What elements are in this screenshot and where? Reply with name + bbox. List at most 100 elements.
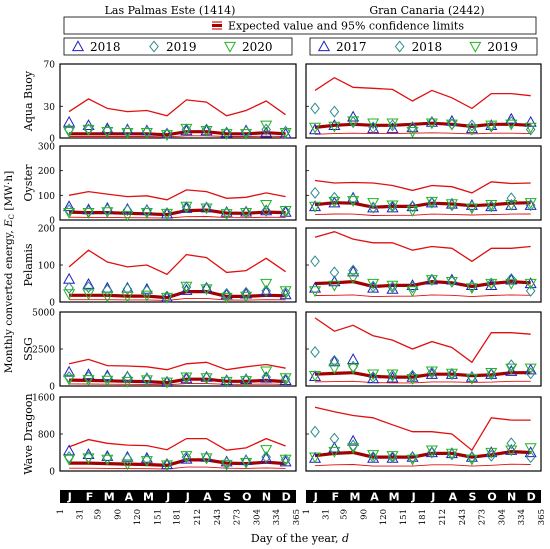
- lower-limit-line: [314, 380, 531, 384]
- data-point-2017: [347, 353, 360, 365]
- x-axis-label-prefix: Day of the year,: [251, 532, 342, 545]
- data-point-2018: [467, 371, 477, 384]
- data-point-2020: [240, 376, 253, 388]
- data-point-2019: [505, 363, 518, 375]
- data-point-2019: [261, 123, 271, 136]
- data-point-2019: [83, 205, 94, 218]
- panel-0-0: [59, 63, 297, 142]
- month-label: J: [313, 491, 318, 504]
- expected-value-line: [69, 377, 286, 385]
- data-point-2018: [427, 116, 437, 129]
- data-point-2018: [348, 193, 358, 206]
- data-point-2019: [102, 124, 113, 137]
- lower-limit-line: [69, 383, 286, 386]
- data-point-2020: [279, 454, 292, 466]
- data-point-2019: [221, 287, 232, 300]
- data-point-2017: [505, 443, 518, 455]
- data-point-2017: [406, 121, 419, 133]
- data-point-2020: [200, 373, 213, 385]
- data-point-2020: [279, 373, 292, 385]
- data-point-2018: [368, 121, 378, 134]
- y-axis-label-prefix: Monthly converted energy,: [3, 227, 15, 373]
- panel-frame: [59, 311, 297, 387]
- data-point-2020: [63, 454, 76, 466]
- data-point-2019: [367, 198, 380, 209]
- month-label: A: [203, 491, 212, 504]
- data-point-2020: [180, 123, 193, 135]
- data-point-2017: [406, 450, 419, 462]
- data-point-2018: [121, 370, 134, 382]
- data-point-2017: [406, 200, 419, 212]
- data-point-2019: [328, 446, 341, 458]
- data-point-2020: [260, 445, 273, 456]
- upper-limit-line: [68, 189, 286, 201]
- data-point-2019: [406, 454, 419, 466]
- lower-limit-line: [314, 132, 531, 135]
- month-label: D: [527, 491, 536, 504]
- data-point-2017: [524, 277, 537, 289]
- data-point-2020: [63, 289, 76, 301]
- data-point-2020: [240, 291, 253, 303]
- data-point-2018: [329, 191, 340, 204]
- month-label: A: [370, 491, 379, 504]
- y-tick-label: 0: [49, 217, 55, 227]
- data-point-2018: [368, 201, 378, 214]
- data-point-2019: [162, 127, 172, 140]
- data-point-2019: [406, 373, 419, 385]
- month-label: J: [185, 491, 190, 504]
- data-point-2017: [505, 364, 518, 376]
- data-point-2019: [83, 281, 94, 294]
- data-point-2019: [308, 370, 322, 382]
- data-point-2019: [122, 452, 133, 465]
- year-legend-label-2020: 2020: [242, 40, 273, 54]
- data-point-2017: [308, 123, 322, 135]
- data-point-2017: [425, 115, 438, 127]
- upper-limit-line: [68, 98, 286, 117]
- data-point-2019: [142, 372, 152, 385]
- month-strip: [306, 490, 541, 503]
- data-point-2019: [280, 125, 291, 138]
- expected-value-line: [314, 121, 531, 129]
- panel-frame: [305, 396, 542, 472]
- x-tick-label: 212: [438, 509, 448, 525]
- x-tick-label: 273: [232, 509, 242, 525]
- expected-value-line: [314, 279, 531, 289]
- data-point-2018: [407, 281, 418, 294]
- x-tick-label: 151: [153, 509, 163, 525]
- data-point-2019: [465, 283, 478, 295]
- month-label: N: [507, 491, 516, 504]
- data-point-2018: [200, 201, 213, 213]
- month-label: O: [487, 491, 496, 504]
- data-point-2019: [102, 371, 113, 384]
- data-point-2019: [465, 124, 478, 136]
- data-point-2018: [220, 374, 233, 386]
- data-point-2017: [524, 115, 537, 127]
- data-point-2020: [82, 453, 95, 465]
- year-legend-marker-2018: [71, 40, 85, 52]
- panel-0-4: [59, 396, 297, 472]
- data-point-2019: [367, 118, 380, 130]
- data-point-2018: [525, 367, 536, 380]
- y-axis-label-subscript: C: [8, 214, 16, 219]
- data-point-2020: [260, 366, 273, 378]
- data-point-2018: [329, 354, 340, 367]
- upper-limit-line: [314, 231, 531, 263]
- lower-limit-line: [69, 135, 286, 138]
- data-point-2018: [140, 372, 153, 383]
- data-point-2019: [261, 371, 271, 384]
- x-tick-label: 120: [133, 509, 143, 525]
- data-point-2019: [328, 121, 341, 133]
- data-point-2019: [367, 450, 380, 462]
- data-point-2019: [386, 118, 399, 130]
- data-point-2019: [347, 273, 360, 285]
- upper-limit-line: [314, 317, 531, 364]
- y-tick-label: 0: [49, 135, 55, 145]
- data-point-2019: [406, 286, 419, 298]
- year-legend-label-2019: 2019: [166, 40, 197, 54]
- data-point-2018: [407, 121, 418, 134]
- data-point-2017: [505, 112, 518, 124]
- converter-label: Wave Dragoon: [22, 393, 35, 474]
- x-tick-label: 31: [75, 509, 85, 520]
- data-point-2018: [260, 204, 273, 216]
- y-tick-label: 30: [44, 103, 56, 113]
